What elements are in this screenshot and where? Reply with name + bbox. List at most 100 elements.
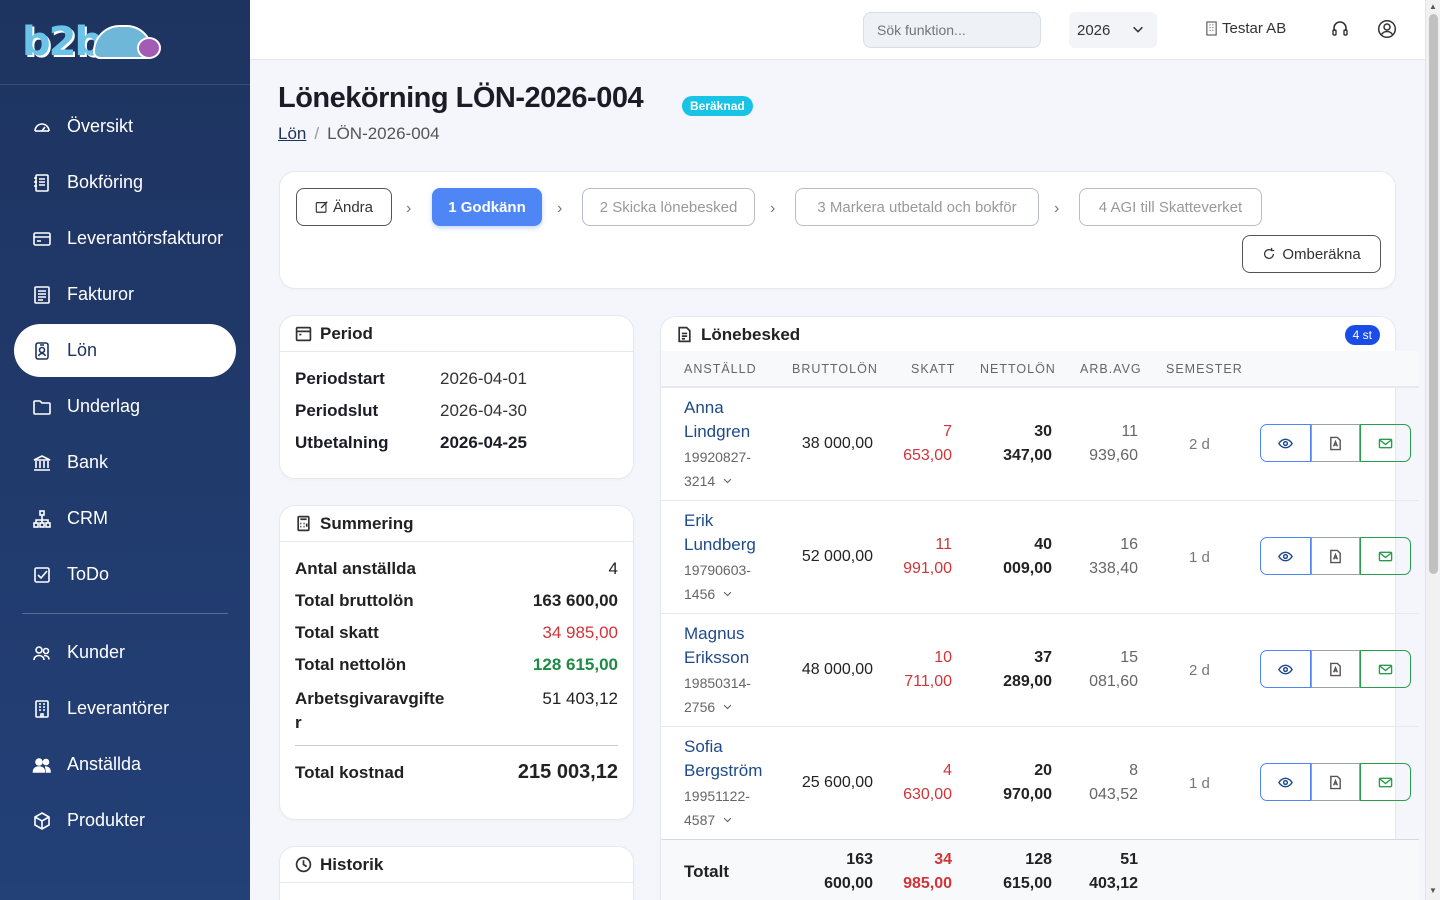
employee-name-link[interactable]: Anna Lindgren	[684, 396, 750, 444]
employee-last-name: Lundberg	[684, 535, 756, 554]
scrollbar[interactable]: ▲ ▼	[1425, 0, 1440, 900]
personal-number[interactable]: 19790603- 1456	[684, 558, 751, 606]
sidebar-item-leverantorer[interactable]: Leverantörer	[14, 682, 236, 735]
breadcrumb-link-lon[interactable]: Lön	[278, 124, 307, 143]
vacation-days: 2 d	[1189, 662, 1210, 679]
summary-card: Summering Antal anställda 4 Total bruttol…	[279, 505, 634, 820]
cost-label: Total kostnad	[295, 763, 405, 782]
recalculate-button[interactable]: Omberäkna	[1242, 235, 1381, 273]
col-gross[interactable]: BRUTTOLÖN	[792, 362, 878, 376]
search-input[interactable]	[863, 12, 1041, 48]
email-button[interactable]	[1360, 650, 1411, 688]
table-row: Magnus Eriksson 19850314- 2756 48 000,00 10 7…	[661, 613, 1419, 726]
sidebar-item-kunder[interactable]: Kunder	[14, 626, 236, 679]
workflow-card: Ändra › 1 Godkänn › 2 Skicka lönebesked …	[279, 171, 1396, 289]
gross-salary: 52 000,00	[801, 548, 873, 565]
user-icon[interactable]	[1377, 19, 1397, 39]
agi-button[interactable]: 4 AGI till Skatteverket	[1079, 188, 1262, 226]
view-button[interactable]	[1260, 537, 1311, 575]
view-button[interactable]	[1260, 424, 1311, 462]
email-button[interactable]	[1360, 763, 1411, 801]
col-employee[interactable]: ANSTÄLLD	[684, 362, 757, 376]
chevron-right-icon: ›	[1054, 200, 1060, 217]
headset-icon[interactable]	[1330, 19, 1350, 39]
envelope-icon	[1378, 551, 1393, 561]
sidebar-item-label: Fakturor	[67, 284, 135, 304]
pdf-button[interactable]	[1311, 537, 1360, 575]
scrollbar-thumb[interactable]	[1429, 14, 1438, 574]
sidebar-item-fakturor[interactable]: Fakturor	[14, 268, 236, 321]
total-row: Totalt 163 600,00 34 985,00 128 615,00 51 40…	[661, 839, 1419, 900]
tax-2: 653,00	[903, 447, 952, 464]
avg-2: 081,60	[1089, 673, 1138, 690]
sidebar-item-oversikt[interactable]: Översikt	[14, 100, 236, 153]
person-badge-icon	[32, 341, 52, 361]
year-select[interactable]: 2026	[1069, 12, 1157, 48]
scroll-up-icon[interactable]: ▲	[1429, 2, 1437, 11]
approve-button[interactable]: 1 Godkänn	[432, 188, 542, 226]
employee-name-link[interactable]: Magnus Eriksson	[684, 622, 749, 670]
status-badge: Beräknad	[682, 96, 753, 116]
personal-number[interactable]: 19850314- 2756	[684, 671, 751, 719]
col-tax[interactable]: SKATT	[911, 362, 956, 376]
edit-button[interactable]: Ändra	[296, 188, 392, 226]
period-start-value: 2026-04-01	[440, 369, 527, 388]
people-fill-icon	[32, 755, 52, 775]
employer-value: 51 403,12	[542, 689, 618, 708]
sidebar-item-label: Produkter	[67, 810, 146, 830]
send-payslips-button[interactable]: 2 Skicka lönebesked	[582, 188, 755, 226]
clock-icon	[295, 856, 312, 873]
period-header: Period	[280, 316, 633, 352]
sidebar-item-lon[interactable]: Lön	[14, 324, 236, 377]
chevron-down-icon	[723, 817, 732, 823]
avg-2: 338,40	[1089, 560, 1138, 577]
summary-row-cost: Total kostnad 215 003,12	[295, 761, 618, 803]
period-end-value: 2026-04-30	[440, 401, 527, 420]
company-switcher[interactable]: Testar AB	[1205, 20, 1286, 37]
chevron-down-icon	[1133, 26, 1143, 33]
pdf-button[interactable]	[1311, 650, 1360, 688]
row-actions	[1260, 650, 1411, 688]
view-button[interactable]	[1260, 763, 1311, 801]
chevron-down-icon	[723, 704, 732, 710]
pdf-button[interactable]	[1311, 424, 1360, 462]
sidebar-item-crm[interactable]: CRM	[14, 492, 236, 545]
sidebar-item-produkter[interactable]: Produkter	[14, 794, 236, 847]
personal-number[interactable]: 19951122- 4587	[684, 784, 750, 832]
row-actions	[1260, 537, 1411, 575]
divider	[22, 613, 228, 614]
sidebar-item-leverantorsfakturor[interactable]: Leverantörsfakturor	[14, 212, 236, 265]
mark-paid-button[interactable]: 3 Markera utbetald och bokför	[795, 188, 1039, 226]
scroll-down-icon[interactable]: ▼	[1429, 886, 1437, 895]
tax-amount: 11 991,00	[903, 533, 952, 581]
sidebar-item-todo[interactable]: ToDo	[14, 548, 236, 601]
count-value: 4	[608, 559, 618, 578]
personal-number[interactable]: 19920827- 3214	[684, 445, 751, 493]
gross-salary: 25 600,00	[801, 774, 873, 791]
sidebar-item-underlag[interactable]: Underlag	[14, 380, 236, 433]
col-vacation[interactable]: SEMESTER	[1166, 362, 1243, 376]
email-button[interactable]	[1360, 537, 1411, 575]
personal-number-1: 19951122-	[684, 788, 750, 804]
payslips-header: Lönebesked	[661, 317, 1395, 353]
col-net[interactable]: NETTOLÖN	[980, 362, 1056, 376]
sidebar-item-bokforing[interactable]: Bokföring	[14, 156, 236, 209]
box-icon	[32, 811, 52, 831]
tax-2: 630,00	[903, 786, 952, 803]
tax-amount: 7 653,00	[903, 420, 952, 468]
col-employer-fee[interactable]: ARB.AVG	[1080, 362, 1142, 376]
total-employer-fee: 51 403,12	[1089, 848, 1138, 896]
payslip-count-badge: 4 st	[1344, 325, 1380, 345]
row-actions	[1260, 424, 1411, 462]
pdf-button[interactable]	[1311, 763, 1360, 801]
sidebar-item-anstallda[interactable]: Anställda	[14, 738, 236, 791]
employee-name-link[interactable]: Sofia Bergström	[684, 735, 762, 783]
email-button[interactable]	[1360, 424, 1411, 462]
net-salary: 20 970,00	[1003, 759, 1052, 807]
logo[interactable]: b2b	[0, 0, 250, 85]
sidebar-item-bank[interactable]: Bank	[14, 436, 236, 489]
total-net-1: 128	[1025, 851, 1052, 868]
view-button[interactable]	[1260, 650, 1311, 688]
employee-name-link[interactable]: Erik Lundberg	[684, 509, 756, 557]
tax-2: 711,00	[904, 673, 952, 690]
